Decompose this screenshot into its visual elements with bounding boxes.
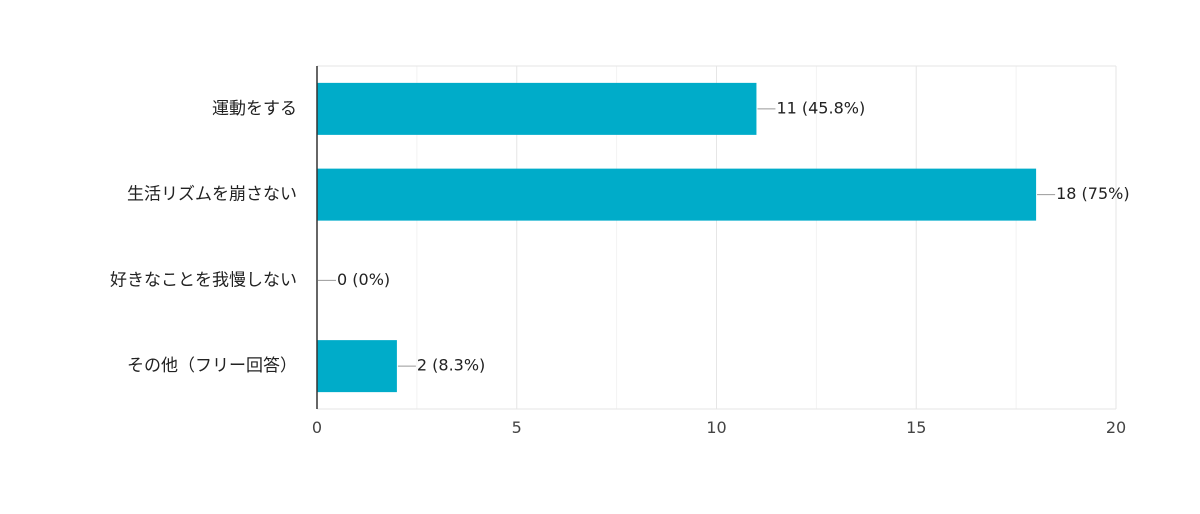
x-tick-label: 0	[312, 418, 322, 437]
data-label: 18 (75%)	[1056, 184, 1130, 203]
bar	[317, 340, 397, 393]
data-label: 2 (8.3%)	[417, 356, 485, 375]
category-label: その他（フリー回答）	[127, 356, 297, 376]
category-label: 好きなことを我慢しない	[110, 269, 297, 290]
label-layer: 11 (45.8%) 運動をする 18 (75%) 生活リズムを崩さない 0 (0%) 好…	[110, 98, 1130, 376]
data-label: 11 (45.8%)	[776, 98, 865, 117]
bar-layer	[317, 82, 1037, 393]
bar	[317, 82, 757, 135]
category-label: 運動をする	[212, 99, 297, 119]
bar	[317, 168, 1037, 221]
x-tick-label: 15	[906, 418, 926, 437]
x-tick-label: 20	[1106, 418, 1126, 437]
x-tick-label: 10	[706, 418, 726, 437]
x-tick-label: 5	[512, 418, 522, 437]
axis-layer: 0 5 10 15 20	[312, 66, 1126, 437]
category-label: 生活リズムを崩さない	[127, 185, 297, 205]
data-label: 0 (0%)	[337, 270, 390, 289]
